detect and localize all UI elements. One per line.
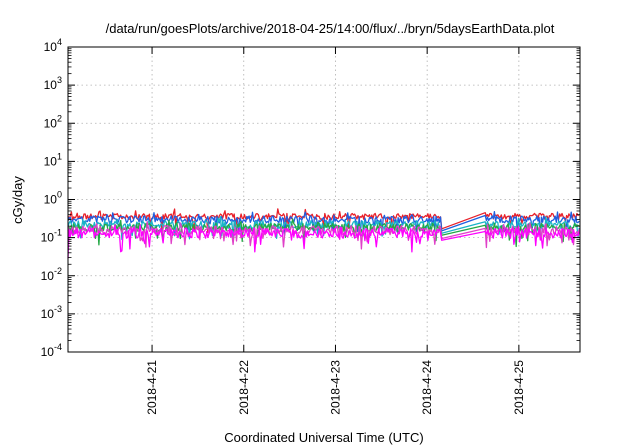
y-tick-label-base: 10	[41, 231, 55, 245]
y-tick-label-base: 10	[44, 193, 58, 207]
y-tick-label-exponent: -2	[54, 266, 62, 276]
grid-lines	[68, 47, 580, 352]
y-tick-label-exponent: -1	[54, 228, 62, 238]
y-tick-label-base: 10	[41, 307, 55, 321]
y-tick-label: 10-3	[41, 304, 62, 321]
y-tick-label: 102	[44, 113, 62, 130]
x-tick-label: 2018-4-25	[512, 360, 526, 415]
x-tick-label: 2018-4-21	[145, 360, 159, 415]
y-tick-label: 10-2	[41, 266, 62, 283]
y-tick-label-base: 10	[44, 116, 58, 130]
tick-marks	[68, 46, 580, 353]
y-axis-title: cGy/day	[10, 176, 25, 224]
x-tick-label: 2018-4-24	[420, 360, 434, 415]
y-tick-label: 10-4	[41, 342, 62, 359]
data-series-line	[67, 224, 580, 259]
y-tick-label-exponent: 1	[57, 151, 62, 161]
y-tick-label: 101	[44, 151, 62, 168]
y-tick-label-base: 10	[44, 78, 58, 92]
y-tick-label-base: 10	[44, 154, 58, 168]
y-tick-label-base: 10	[41, 345, 55, 359]
y-tick-label: 10-1	[41, 228, 62, 245]
y-tick-label-exponent: -3	[54, 304, 62, 314]
series-layer	[67, 208, 580, 259]
y-tick-label: 100	[44, 190, 62, 207]
y-tick-label-exponent: 0	[57, 190, 62, 200]
y-tick-label: 104	[44, 37, 62, 54]
y-tick-label-exponent: 4	[57, 37, 62, 47]
chart-title: /data/run/goesPlots/archive/2018-04-25/1…	[106, 21, 555, 36]
y-tick-label-base: 10	[44, 40, 58, 54]
data-series-line	[67, 218, 580, 248]
x-axis-title: Coordinated Universal Time (UTC)	[224, 430, 423, 445]
y-tick-label-exponent: 3	[57, 75, 62, 85]
y-tick-label-exponent: -4	[54, 342, 62, 352]
x-tick-labels: 2018-4-21 2018-4-22 2018-4-23 2018-4-24 2018…	[145, 360, 526, 415]
y-tick-label-base: 10	[41, 269, 55, 283]
x-tick-label: 2018-4-22	[237, 360, 251, 415]
x-tick-label: 2018-4-23	[328, 360, 342, 415]
y-tick-label: 103	[44, 75, 62, 92]
data-series-line	[67, 210, 580, 238]
y-tick-label-exponent: 2	[57, 113, 62, 123]
